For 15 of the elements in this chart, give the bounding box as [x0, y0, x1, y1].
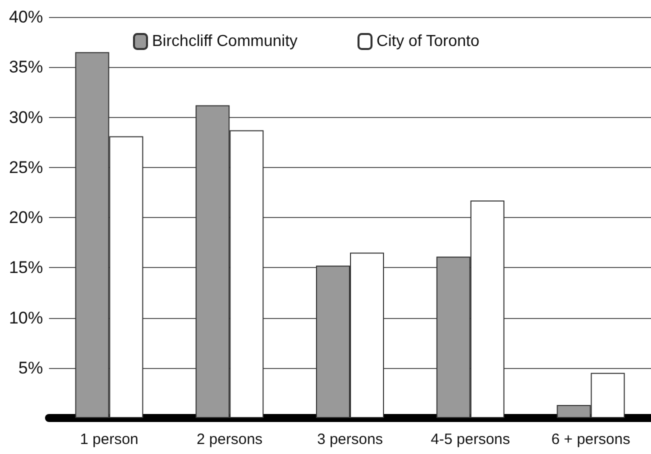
legend-label: City of Toronto [376, 33, 480, 50]
y-tick-label: 40% [8, 8, 43, 26]
legend-label: Birchcliff Community [152, 33, 298, 50]
x-tick-label: 3 persons [317, 431, 383, 448]
y-tick-label: 10% [8, 308, 43, 328]
y-tick-label: 35% [8, 58, 43, 77]
y-tick-label: 25% [8, 158, 43, 177]
x-tick-label: 1 person [80, 431, 138, 448]
y-tick-label: 20% [8, 208, 43, 227]
x-tick-label: 4-5 persons [430, 431, 510, 448]
x-tick-label: 2 persons [196, 431, 263, 448]
y-tick-label: 15% [8, 258, 43, 278]
y-tick-label: 5% [18, 358, 43, 378]
y-tick-label: 30% [8, 108, 43, 127]
x-tick-label: 6 + persons [551, 431, 630, 448]
